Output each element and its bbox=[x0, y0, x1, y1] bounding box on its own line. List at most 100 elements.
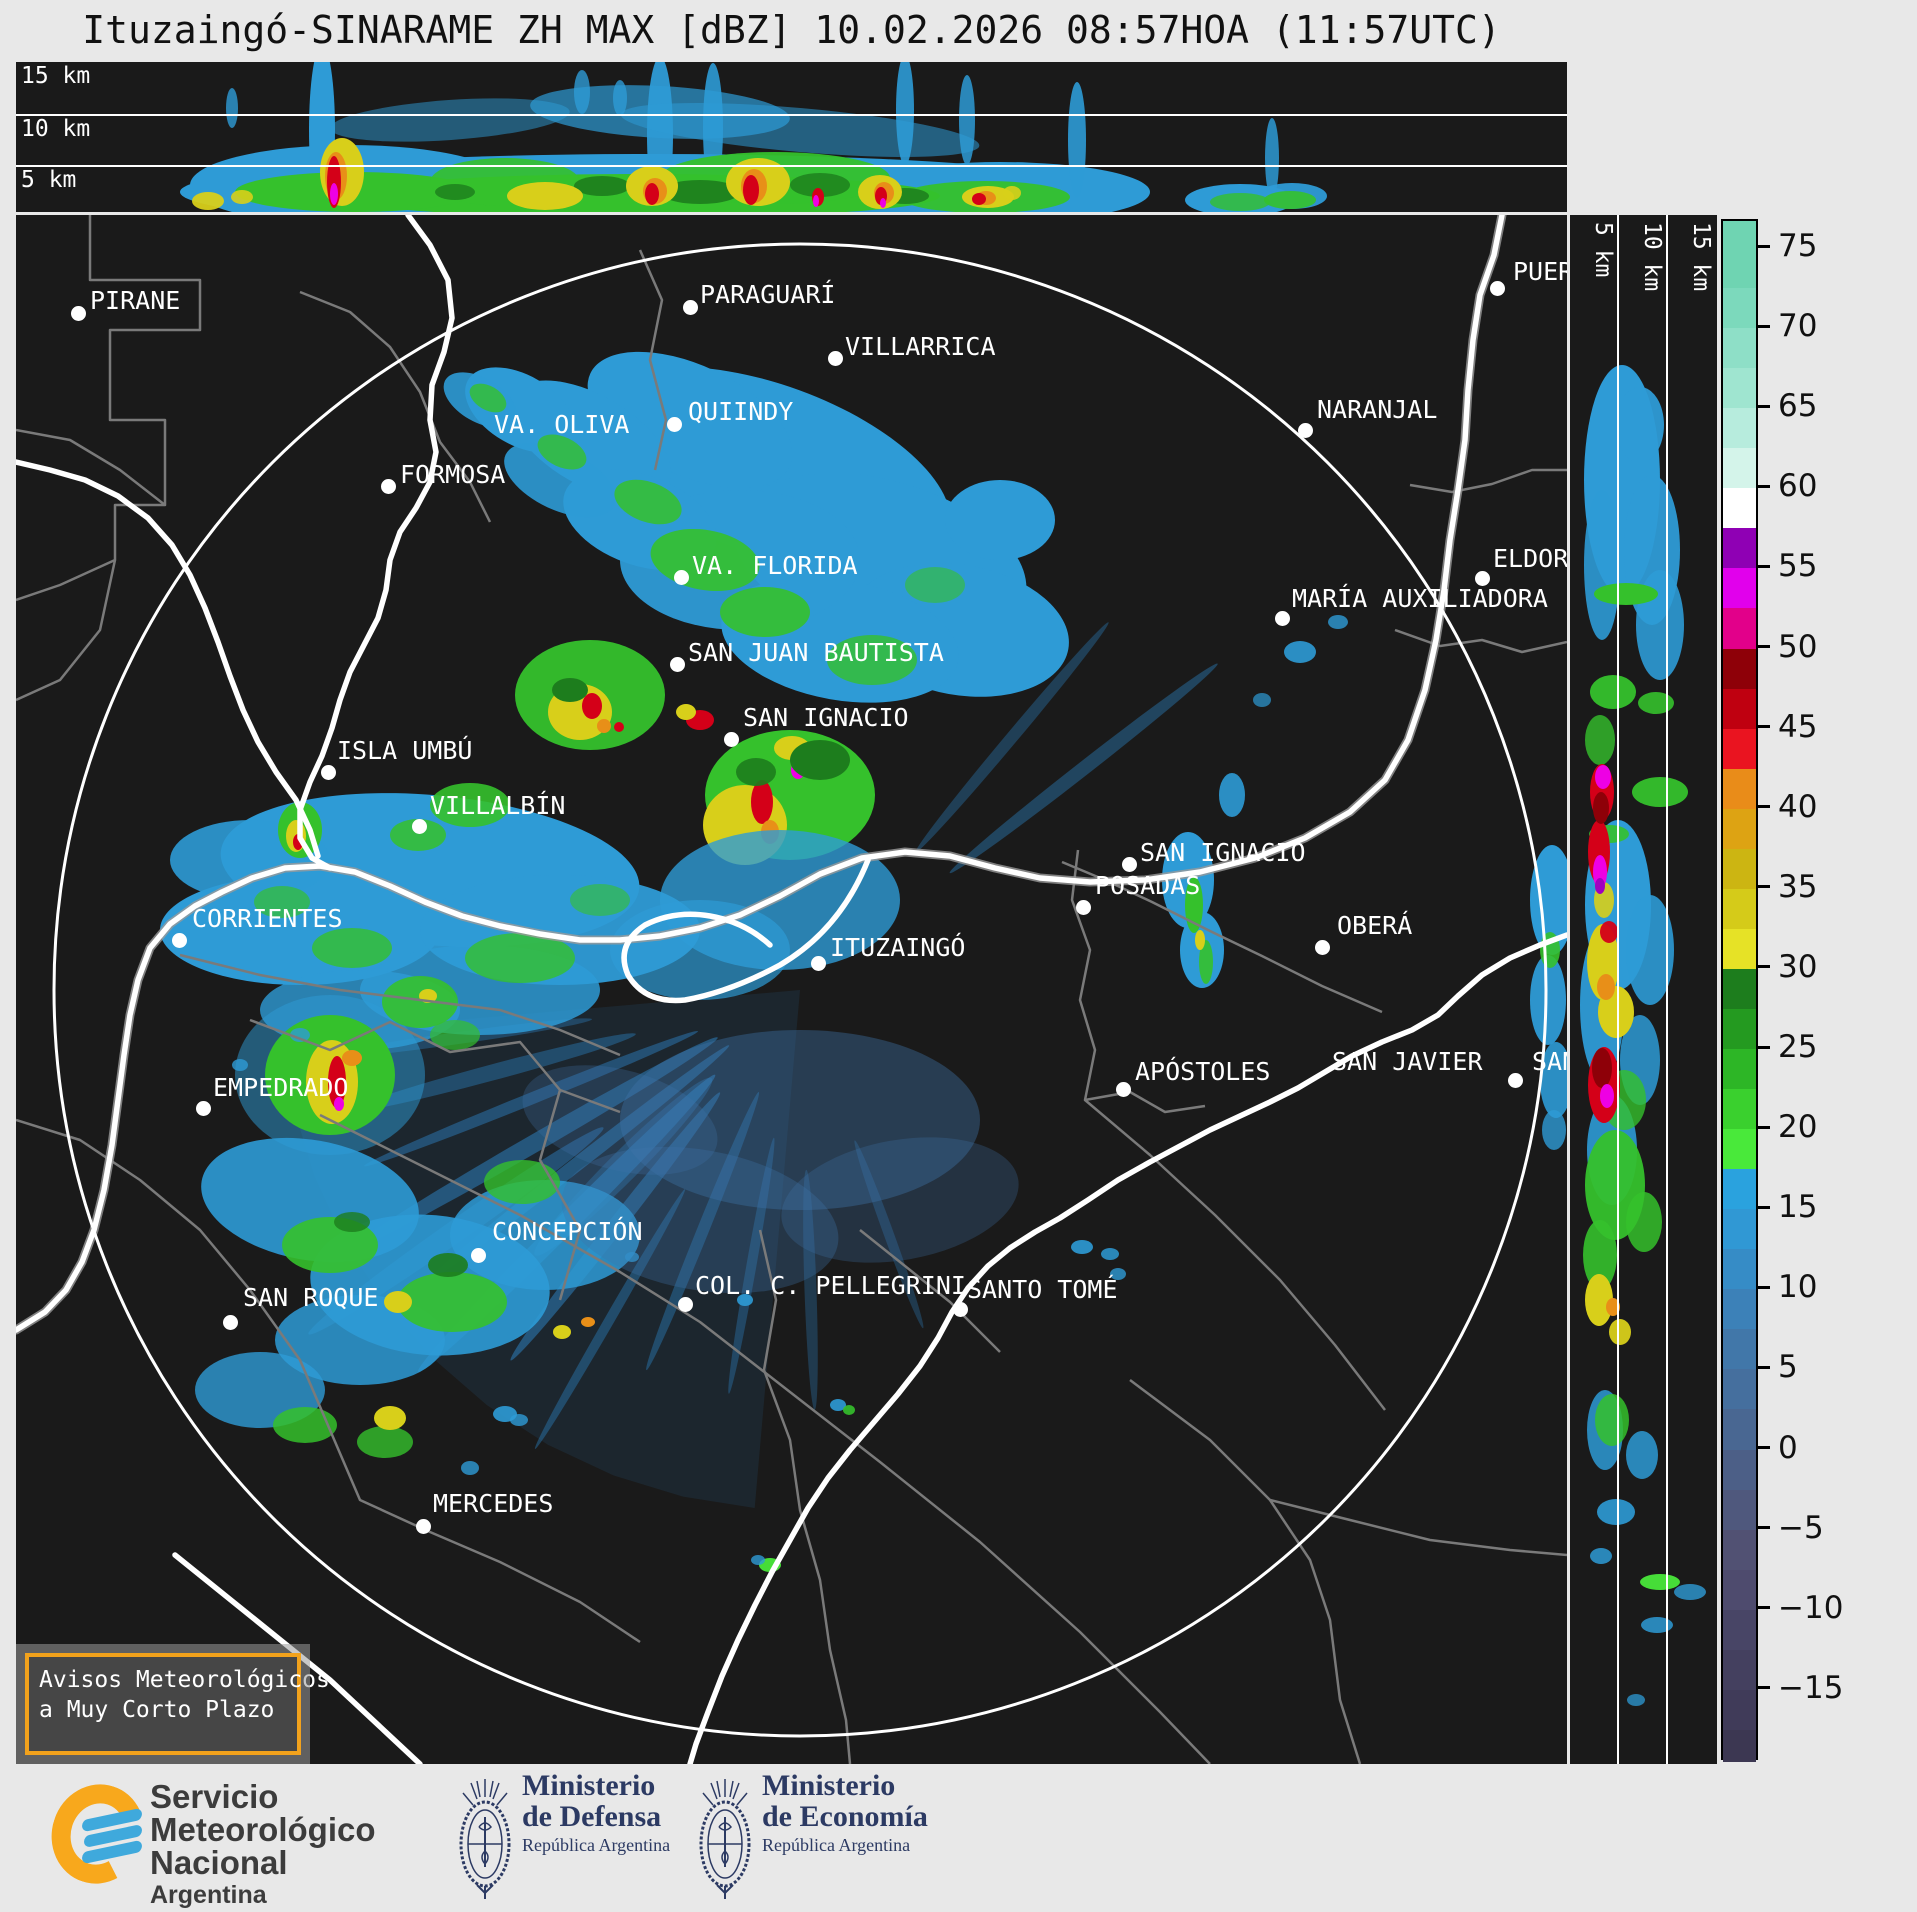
colorbar-tick bbox=[1758, 805, 1770, 809]
colorbar-segment bbox=[1723, 1089, 1756, 1130]
colorbar-tick bbox=[1758, 244, 1770, 248]
colorbar-tick bbox=[1758, 1125, 1770, 1129]
colorbar-tick-label: 65 bbox=[1778, 388, 1818, 425]
city-label: SAN IGNACIO bbox=[1140, 838, 1306, 867]
warning-line1: Avisos Meteorológicos bbox=[39, 1667, 330, 1693]
colorbar-tick bbox=[1758, 885, 1770, 889]
colorbar-segment bbox=[1723, 448, 1756, 489]
city-label: SAN JAVIER bbox=[1332, 1047, 1483, 1076]
colorbar-tick bbox=[1758, 725, 1770, 729]
city-dot bbox=[724, 732, 739, 747]
echo-blob bbox=[435, 184, 475, 200]
echo-blob bbox=[192, 192, 224, 210]
echo-blob bbox=[1595, 765, 1611, 789]
colorbar-segment bbox=[1723, 928, 1756, 970]
echo-blob bbox=[676, 704, 696, 720]
echo-blob bbox=[945, 480, 1055, 560]
echo-blob bbox=[552, 678, 588, 702]
echo-blob bbox=[1210, 193, 1270, 211]
city-label: SAN IGNACIO bbox=[743, 703, 909, 732]
echo-blob bbox=[1632, 777, 1688, 807]
radar-streak bbox=[915, 622, 1109, 853]
colorbar-tick bbox=[1758, 564, 1770, 568]
echo-blob bbox=[1584, 490, 1620, 640]
height-label-5km: 5 km bbox=[21, 167, 77, 193]
rio-uruguay bbox=[687, 932, 1567, 1764]
echo-blob bbox=[1071, 1240, 1093, 1254]
city-dot bbox=[1298, 423, 1313, 438]
echo-blob bbox=[1593, 792, 1609, 824]
colorbar-segment bbox=[1723, 488, 1756, 529]
echo-blob bbox=[843, 1405, 855, 1415]
city-label: ISLA UMBÚ bbox=[337, 736, 473, 765]
colorbar-tick bbox=[1758, 1045, 1770, 1049]
city-dot bbox=[1490, 281, 1505, 296]
echo-blob bbox=[328, 1056, 346, 1108]
colorbar-segment bbox=[1723, 221, 1756, 249]
echo-blob bbox=[1590, 1548, 1612, 1564]
echo-blob bbox=[1627, 1694, 1645, 1706]
colorbar-segment bbox=[1723, 1449, 1756, 1491]
echo-blob bbox=[1199, 940, 1213, 984]
city-label: VILLARRICA bbox=[845, 332, 996, 361]
colorbar-tick-label: 0 bbox=[1778, 1429, 1798, 1466]
echo-blob bbox=[330, 98, 570, 142]
colorbar-segment bbox=[1723, 1249, 1756, 1290]
echo-blob bbox=[1595, 878, 1605, 894]
echo-blob bbox=[273, 1407, 337, 1443]
echo-blob bbox=[232, 1059, 248, 1071]
colorbar-segment bbox=[1723, 648, 1756, 690]
colorbar-segment bbox=[1723, 328, 1756, 369]
echo-blob bbox=[790, 740, 850, 780]
warning-banner[interactable]: Avisos Meteorológicos a Muy Corto Plazo bbox=[16, 1644, 330, 1764]
radar-streak bbox=[364, 1030, 699, 1167]
colorbar-tick bbox=[1758, 1446, 1770, 1449]
echo-blob bbox=[450, 1180, 640, 1290]
city-dot bbox=[1116, 1082, 1131, 1097]
city-dot bbox=[196, 1101, 211, 1116]
city-label: SANTO TOMÉ bbox=[967, 1275, 1118, 1304]
city-label: APÓSTOLES bbox=[1135, 1057, 1271, 1086]
city-label: MERCEDES bbox=[433, 1489, 554, 1518]
echo-blob bbox=[570, 884, 630, 916]
echo-blob bbox=[1253, 693, 1271, 707]
footer: Servicio Meteorológico Nacional Argentin… bbox=[0, 1764, 1917, 1909]
city-label: EMPEDRADO bbox=[213, 1073, 349, 1102]
echo-blob bbox=[1590, 675, 1636, 709]
echo-blob bbox=[1585, 1274, 1613, 1326]
echo-blob bbox=[1265, 118, 1279, 198]
colorbar-tick bbox=[1758, 1205, 1770, 1209]
echo-blob bbox=[574, 176, 630, 196]
colorbar-tick bbox=[1758, 1526, 1770, 1530]
colorbar-tick-label: 75 bbox=[1778, 228, 1818, 264]
height-label-15km-v: 15 km bbox=[1688, 222, 1714, 292]
echo-blob bbox=[1219, 773, 1245, 817]
echo-blob bbox=[1068, 82, 1086, 198]
colorbar-segment bbox=[1723, 1369, 1756, 1410]
colorbar-segment bbox=[1723, 248, 1756, 289]
colorbar-segment bbox=[1723, 1049, 1756, 1090]
warning-line2: a Muy Corto Plazo bbox=[39, 1697, 275, 1723]
echo-blob bbox=[1597, 1499, 1635, 1525]
echo-blob bbox=[469, 383, 507, 413]
city-dot bbox=[412, 819, 427, 834]
city-label: PUERTO bbox=[1513, 257, 1567, 286]
colorbar-tick bbox=[1758, 1686, 1770, 1690]
echo-blob bbox=[625, 1252, 639, 1262]
echo-blob bbox=[620, 1030, 980, 1210]
echo-blob bbox=[1542, 1110, 1566, 1150]
echo-blob bbox=[1609, 1319, 1631, 1345]
colorbar-segment bbox=[1723, 408, 1756, 449]
colorbar-tick bbox=[1758, 645, 1770, 648]
echo-blob bbox=[1640, 1574, 1680, 1590]
echo-blob bbox=[1328, 615, 1348, 629]
echo-blob bbox=[484, 1160, 560, 1204]
colorbar-tick-label: 55 bbox=[1778, 548, 1818, 585]
echo-blob bbox=[430, 783, 510, 827]
radar-streak bbox=[949, 663, 1218, 874]
city-label: ELDORADO bbox=[1493, 544, 1567, 573]
colorbar-segment bbox=[1723, 368, 1756, 409]
echo-blob bbox=[397, 1272, 507, 1332]
yz-cross-section-panel: 5 km 10 km 15 km bbox=[1570, 215, 1717, 1764]
echo-blob bbox=[1110, 1268, 1126, 1280]
